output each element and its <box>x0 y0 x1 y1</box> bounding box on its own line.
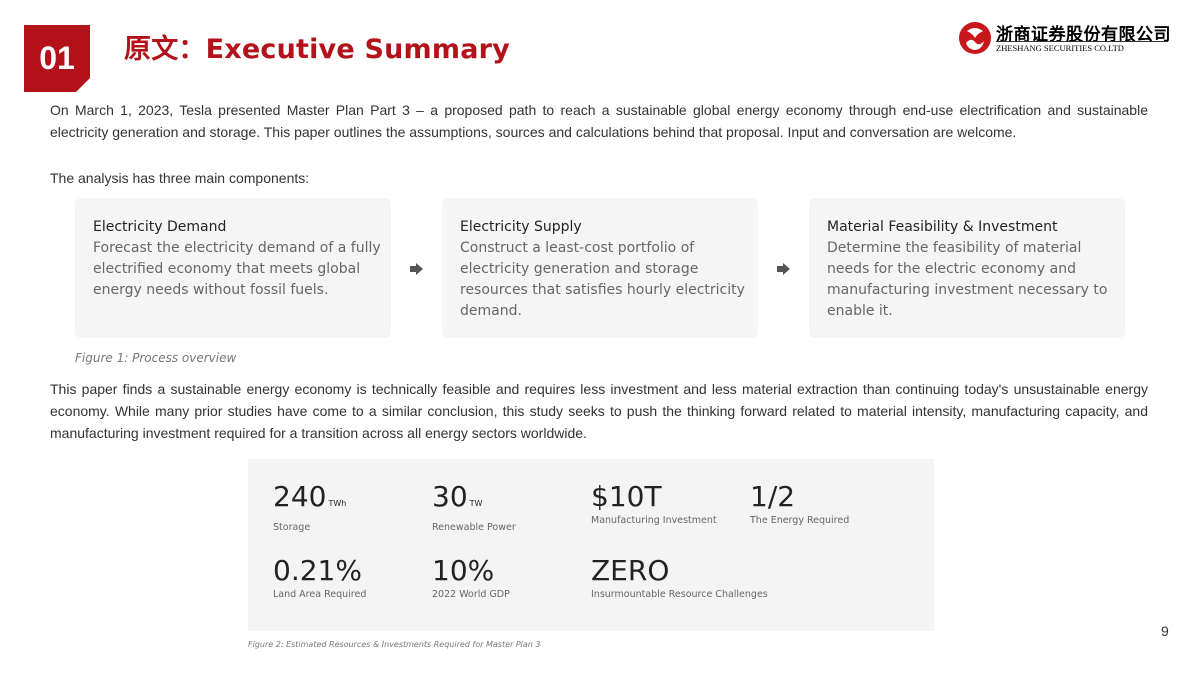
arrow-right-icon <box>777 263 790 275</box>
page-title: 原文：Executive Summary <box>124 34 510 65</box>
stat-label: Land Area Required <box>273 589 367 600</box>
stat-label: Storage <box>273 522 311 533</box>
section-number-badge: 01 <box>24 25 91 93</box>
stat-value: ZERO <box>591 554 670 587</box>
arrow-right-icon <box>410 263 423 275</box>
figure-1-caption: Figure 1: Process overview <box>75 351 237 365</box>
process-step-material: Material Feasibility & Investment Determ… <box>809 198 1125 338</box>
stat-land-area: 0.21% Land Area Required <box>273 554 366 600</box>
stat-unit: TWh <box>328 499 347 508</box>
step-description: Forecast the electricity demand of a ful… <box>93 240 381 298</box>
stat-label: Renewable Power <box>432 522 516 533</box>
figure-2-caption: Figure 2: Estimated Resources & Investme… <box>248 640 541 649</box>
stats-panel: 240 TWh Storage 30 TW Renewable Power $10T… <box>248 459 934 631</box>
step-title: Electricity Supply <box>460 219 582 235</box>
components-lead: The analysis has three main components: <box>50 170 310 186</box>
findings-paragraph: This paper finds a sustainable energy ec… <box>50 381 1148 441</box>
stat-value: 0.21% <box>273 554 362 587</box>
stat-storage: 240 TWh Storage <box>273 480 346 533</box>
zheshang-logo-icon <box>959 22 991 54</box>
stat-label: Insurmountable Resource Challenges <box>591 589 768 600</box>
stat-value: 240 <box>273 480 327 513</box>
section-number: 01 <box>39 40 75 76</box>
logo-name-en: ZHESHANG SECURITIES CO.LTD <box>996 43 1124 53</box>
stat-resource-challenges: ZERO Insurmountable Resource Challenges <box>591 554 768 600</box>
stat-label: 2022 World GDP <box>432 589 510 600</box>
step-description: Determine the feasibility of material ne… <box>827 240 1108 319</box>
logo-divider <box>996 41 1168 42</box>
step-title: Material Feasibility & Investment <box>827 219 1058 235</box>
process-step-demand: Electricity Demand Forecast the electric… <box>75 198 391 338</box>
logo-name-cn: 浙商证券股份有限公司 <box>996 25 1171 45</box>
intro-paragraph: On March 1, 2023, Tesla presented Master… <box>50 102 1148 140</box>
stat-label: Manufacturing Investment <box>591 515 717 526</box>
page-number: 9 <box>1161 623 1169 639</box>
stat-label: The Energy Required <box>750 515 850 526</box>
stat-value: 10% <box>432 554 495 587</box>
stat-value: 30 <box>432 480 468 513</box>
stat-renewable-power: 30 TW Renewable Power <box>432 480 516 533</box>
stat-value: $10T <box>591 480 662 513</box>
stat-value: 1/2 <box>750 480 796 513</box>
company-logo: 浙商证券股份有限公司 ZHESHANG SECURITIES CO.LTD <box>958 17 1172 59</box>
stat-world-gdp: 10% 2022 World GDP <box>432 554 510 600</box>
step-description: Construct a least-cost portfolio of elec… <box>460 240 745 319</box>
stat-unit: TW <box>469 499 483 508</box>
step-title: Electricity Demand <box>93 219 227 235</box>
stat-energy-required: 1/2 The Energy Required <box>750 480 849 526</box>
process-step-supply: Electricity Supply Construct a least-cos… <box>442 198 758 338</box>
stat-manufacturing-investment: $10T Manufacturing Investment <box>591 480 717 526</box>
